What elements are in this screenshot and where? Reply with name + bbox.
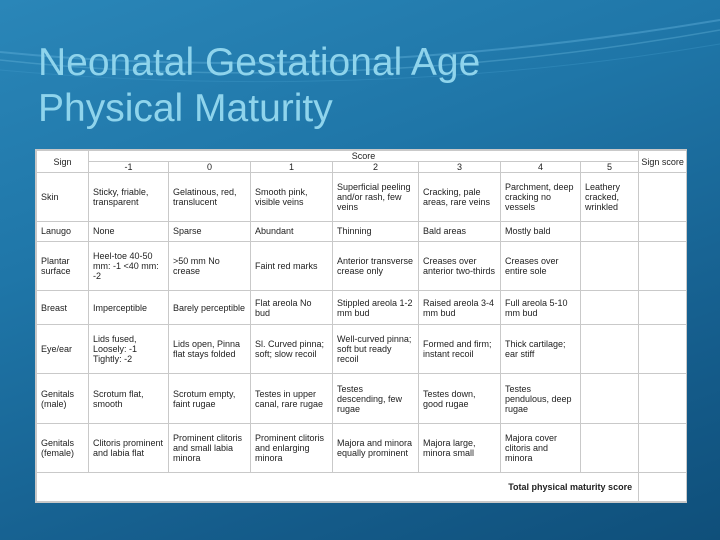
- background-swoosh: [0, 19, 720, 83]
- score-cell: [579, 221, 640, 242]
- score-cell: Thick cartilage; ear stiff: [500, 324, 581, 375]
- score-value-header: 1: [250, 161, 333, 173]
- sign-cell: Genitals (female): [36, 422, 89, 474]
- total-score-cell: [638, 472, 688, 502]
- score-cell: Imperceptible: [88, 289, 169, 326]
- score-cell: Anterior transverse crease only: [332, 240, 419, 291]
- header-row-values: -1 0 1 2 3 4 5: [37, 161, 687, 173]
- score-cell: Sticky, friable, transparent: [88, 171, 169, 223]
- sign-cell: Plantar surface: [36, 240, 89, 291]
- score-cell: Full areola 5-10 mm bud: [500, 289, 581, 326]
- sign-score-cell[interactable]: [638, 221, 688, 242]
- score-cell: Well-curved pinna; soft but ready recoil: [332, 324, 419, 375]
- score-cell: Thinning: [332, 221, 419, 242]
- score-cell: >50 mm No crease: [168, 240, 251, 291]
- score-cell: Sl. Curved pinna; soft; slow recoil: [250, 324, 333, 375]
- total-score-label: Total physical maturity score: [35, 472, 640, 502]
- score-group-header: Score: [87, 150, 640, 162]
- score-cell: Superficial peeling and/or rash, few vei…: [332, 171, 419, 223]
- score-cell: Lids open, Pinna flat stays folded: [168, 324, 251, 375]
- score-cell: None: [88, 221, 169, 242]
- score-cell: [579, 324, 640, 375]
- score-cell: Scrotum empty, faint rugae: [168, 373, 251, 424]
- score-cell: Majora and minora equally prominent: [332, 422, 419, 474]
- score-cell: Formed and firm; instant recoil: [418, 324, 501, 375]
- table-row: Plantar surface Heel-toe 40-50 mm: -1 <40…: [36, 240, 688, 291]
- table-row: Genitals (male) Scrotum flat, smooth Scrot…: [36, 373, 688, 424]
- score-cell: Mostly bald: [500, 221, 581, 242]
- score-value-header: 5: [579, 161, 640, 173]
- score-cell: Barely perceptible: [168, 289, 251, 326]
- score-cell: Prominent clitoris and small labia minor…: [168, 422, 251, 474]
- score-cell: Creases over entire sole: [500, 240, 581, 291]
- score-cell: Lids fused, Loosely: -1 Tightly: -2: [88, 324, 169, 375]
- score-cell: Creases over anterior two-thirds: [418, 240, 501, 291]
- score-cell: Raised areola 3-4 mm bud: [418, 289, 501, 326]
- maturity-table-container: Sign Score Sign score -1 0 1 2 3 4 5 Ski…: [35, 150, 688, 502]
- table-row: Lanugo None Sparse Abundant Thinning Bald are…: [36, 221, 688, 242]
- score-cell: [579, 289, 640, 326]
- score-cell: Smooth pink, visible veins: [250, 171, 333, 223]
- score-cell: Parchment, deep cracking no vessels: [500, 171, 581, 223]
- sign-score-cell[interactable]: [638, 171, 688, 223]
- score-cell: Majora cover clitoris and minora: [500, 422, 581, 474]
- sign-cell: Breast: [36, 289, 89, 326]
- score-value-header: 0: [168, 161, 251, 173]
- physical-maturity-table: Sign Score Sign score -1 0 1 2 3 4 5 Ski…: [35, 150, 688, 502]
- sign-cell: Eye/ear: [36, 324, 89, 375]
- score-value-header: 3: [418, 161, 501, 173]
- table-row: Genitals (female) Clitoris prominent and …: [36, 422, 688, 474]
- score-cell: Bald areas: [418, 221, 501, 242]
- score-cell: Scrotum flat, smooth: [88, 373, 169, 424]
- score-value-header: 2: [332, 161, 419, 173]
- score-cell: Cracking, pale areas, rare veins: [418, 171, 501, 223]
- score-cell: Testes descending, few rugae: [332, 373, 419, 424]
- score-cell: Majora large, minora small: [418, 422, 501, 474]
- slide-title: Neonatal Gestational Age Physical Maturi…: [38, 40, 698, 132]
- sign-column-header: Sign: [36, 150, 89, 173]
- score-cell: Testes in upper canal, rare rugae: [250, 373, 333, 424]
- sign-score-cell[interactable]: [638, 373, 688, 424]
- score-value-header: 4: [500, 161, 581, 173]
- score-cell: [579, 422, 640, 474]
- score-cell: Testes down, good rugae: [418, 373, 501, 424]
- table-row: Eye/ear Lids fused, Loosely: -1 Tightly: …: [36, 324, 688, 375]
- table-row: Breast Imperceptible Barely perceptible Fla…: [36, 289, 688, 326]
- sign-score-cell[interactable]: [638, 289, 688, 326]
- slide-title-line2: Physical Maturity: [38, 87, 333, 130]
- score-cell: [579, 240, 640, 291]
- sign-cell: Skin: [36, 171, 89, 223]
- score-cell: Abundant: [250, 221, 333, 242]
- score-cell: Flat areola No bud: [250, 289, 333, 326]
- score-cell: Stippled areola 1-2 mm bud: [332, 289, 419, 326]
- score-cell: Leathery cracked, wrinkled: [579, 171, 640, 223]
- score-value-header: -1: [88, 161, 169, 173]
- score-cell: Prominent clitoris and enlarging minora: [250, 422, 333, 474]
- table-body: Skin Sticky, friable, transparent Gelatino…: [36, 171, 688, 474]
- score-cell: Clitoris prominent and labia flat: [88, 422, 169, 474]
- score-cell: Gelatinous, red, translucent: [168, 171, 251, 223]
- score-cell: [579, 373, 640, 424]
- sign-cell: Genitals (male): [36, 373, 89, 424]
- sign-score-cell[interactable]: [638, 422, 688, 474]
- sign-cell: Lanugo: [36, 221, 89, 242]
- score-cell: Sparse: [168, 221, 251, 242]
- header-row-score: Sign Score Sign score: [36, 150, 688, 173]
- sign-score-column-header: Sign score: [638, 150, 688, 173]
- score-cell: Faint red marks: [250, 240, 333, 291]
- sign-score-cell[interactable]: [638, 240, 688, 291]
- slide-title-line1: Neonatal Gestational Age: [38, 41, 481, 84]
- total-row: Total physical maturity score: [35, 472, 688, 502]
- score-cell: Testes pendulous, deep rugae: [500, 373, 581, 424]
- score-cell: Heel-toe 40-50 mm: -1 <40 mm: -2: [88, 240, 169, 291]
- sign-score-cell[interactable]: [638, 324, 688, 375]
- table-row: Skin Sticky, friable, transparent Gelatino…: [36, 171, 688, 223]
